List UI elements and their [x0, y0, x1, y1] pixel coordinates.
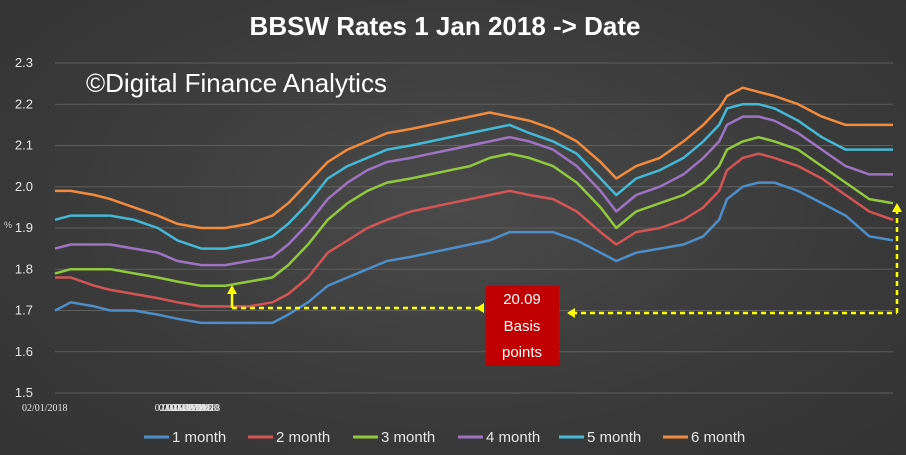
- y-tick-label: 2.3: [15, 55, 33, 70]
- series-line-3-month: [54, 135, 894, 288]
- legend-label: 5 month: [587, 429, 641, 446]
- y-tick-label: 2.1: [15, 138, 33, 153]
- x-tick-label: 02/01/2018: [22, 403, 68, 414]
- y-tick-label: 1.6: [15, 344, 33, 359]
- legend-label: 3 month: [381, 429, 435, 446]
- series-line-2-month: [55, 152, 894, 308]
- x-tick-label: 02/03/2018: [159, 403, 205, 414]
- annotation-line-2: Basis: [504, 318, 541, 335]
- x-tick-label: 02/04/2018: [163, 403, 209, 414]
- series-line-5-month: [54, 102, 893, 250]
- x-axis-ticks: 02/01/2018 02/02/201802/03/201802/04/2018…: [22, 403, 220, 414]
- annotation-arrowhead-right: [476, 303, 484, 313]
- basis-points-annotation: 20.09 Basis points: [227, 203, 902, 366]
- series-line-4-month: [54, 115, 893, 267]
- annotation-line-3: points: [502, 344, 542, 361]
- legend: 1 month 2 month 3 month 4 month 5 month 6 mon…: [144, 429, 745, 446]
- series-lines: [54, 86, 894, 325]
- y-tick-label: 1.8: [15, 261, 33, 276]
- legend-label: 1 month: [172, 429, 226, 446]
- x-tick-label: 02/02/2018: [155, 403, 201, 414]
- legend-label: 6 month: [691, 429, 745, 446]
- x-tick-label: 02/07/2018: [175, 403, 221, 414]
- annotation-arrowhead-up-right: [892, 203, 902, 212]
- y-tick-label: 2.2: [15, 96, 33, 111]
- y-axis-label: %: [4, 220, 12, 230]
- series-line-6-month: [55, 86, 893, 230]
- x-tick-label: 02/05/2018: [167, 403, 213, 414]
- annotation-arrowhead-left: [567, 308, 575, 318]
- gridlines: [55, 62, 893, 394]
- annotation-arrowhead-up: [227, 285, 237, 294]
- watermark: ©Digital Finance Analytics: [86, 68, 387, 98]
- y-tick-label: 1.5: [15, 385, 33, 400]
- series-line-1-month: [54, 181, 894, 325]
- x-tick-label: 02/08/20: [183, 403, 219, 414]
- annotation-box: [486, 286, 559, 366]
- y-tick-label: 1.7: [15, 303, 33, 318]
- y-tick-label: 2.0: [15, 179, 33, 194]
- y-axis-ticks: 1.5 1.6 1.7 1.8 1.9 2.0 2.1 2.2 2.3: [15, 55, 33, 400]
- annotation-line-1: 20.09: [503, 291, 541, 308]
- y-tick-label: 1.9: [15, 220, 33, 235]
- x-tick-label: 02/06/2018: [171, 403, 217, 414]
- legend-label: 2 month: [276, 429, 330, 446]
- legend-label: 4 month: [486, 429, 540, 446]
- chart-title: BBSW Rates 1 Jan 2018 -> Date: [250, 11, 641, 41]
